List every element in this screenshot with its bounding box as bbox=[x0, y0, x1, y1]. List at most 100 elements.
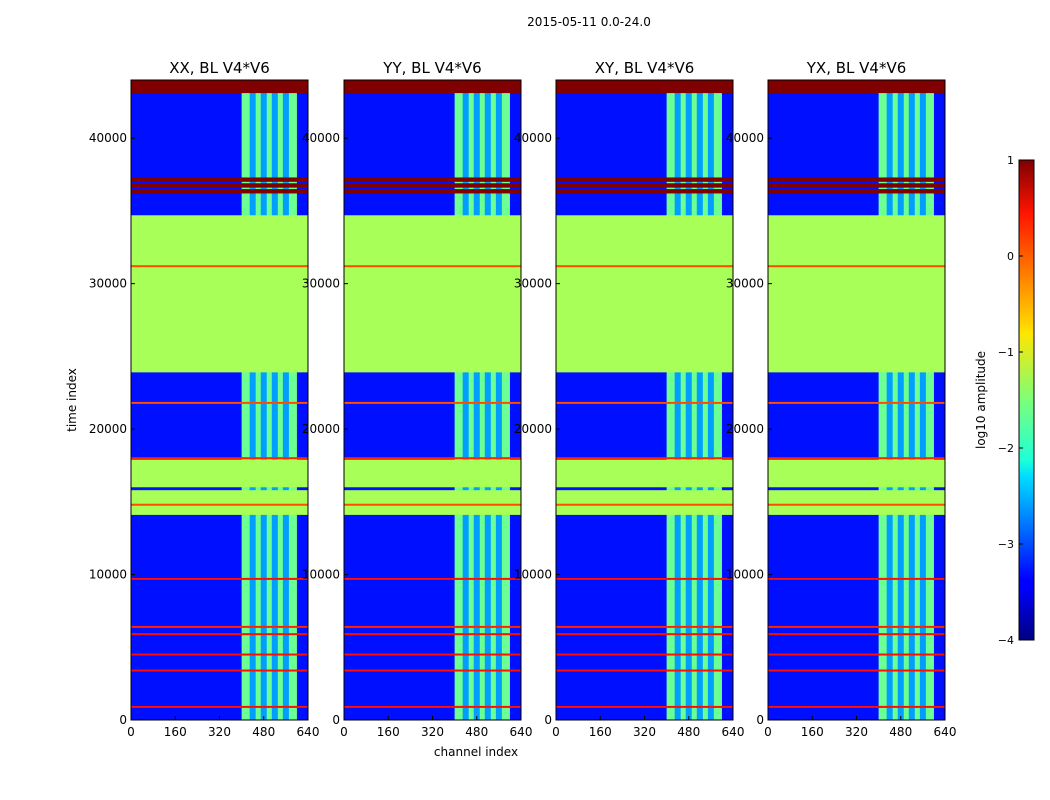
y-tick-label: 20000 bbox=[514, 422, 552, 436]
flag-line bbox=[344, 457, 521, 460]
channel-gap bbox=[696, 80, 703, 720]
panel-title: YX, BL V4*V6 bbox=[806, 59, 907, 77]
y-tick-label: 20000 bbox=[726, 422, 764, 436]
channel-gap bbox=[707, 80, 714, 720]
colorbar-tick-label: 0 bbox=[1007, 250, 1014, 263]
time-band bbox=[768, 189, 945, 194]
channel-gap bbox=[260, 80, 267, 720]
time-band bbox=[131, 80, 308, 94]
y-tick-label: 10000 bbox=[302, 568, 340, 582]
time-band bbox=[131, 490, 308, 515]
x-tick-label: 0 bbox=[764, 725, 772, 739]
x-tick-label: 480 bbox=[465, 725, 488, 739]
x-axis-label: channel index bbox=[434, 745, 518, 759]
x-tick-label: 480 bbox=[252, 725, 275, 739]
flag-line bbox=[131, 457, 308, 460]
channel-gap bbox=[908, 80, 915, 720]
y-tick-label: 40000 bbox=[89, 131, 127, 145]
flag-line bbox=[344, 577, 521, 580]
flag-line bbox=[556, 705, 733, 708]
channel-gap bbox=[919, 80, 926, 720]
time-band bbox=[556, 215, 733, 373]
x-tick-label: 640 bbox=[297, 725, 320, 739]
figure-title: 2015-05-11 0.0-24.0 bbox=[527, 15, 651, 29]
time-band bbox=[556, 183, 733, 188]
channel-gap bbox=[897, 80, 904, 720]
flag-line bbox=[131, 633, 308, 636]
flag-line bbox=[556, 577, 733, 580]
x-tick-label: 480 bbox=[889, 725, 912, 739]
x-tick-label: 160 bbox=[589, 725, 612, 739]
y-axis-label: time index bbox=[65, 368, 79, 432]
panel-3: YX, BL V4*V6 0 160 320 480 640 0 10000 20000 3000… bbox=[726, 59, 957, 739]
time-band bbox=[131, 183, 308, 188]
flag-line bbox=[344, 705, 521, 708]
channel-gap bbox=[473, 80, 480, 720]
flag-line bbox=[344, 633, 521, 636]
time-band bbox=[344, 189, 521, 194]
flag-line bbox=[556, 457, 733, 460]
channel-gap bbox=[462, 80, 469, 720]
flag-line bbox=[768, 265, 945, 268]
flag-line bbox=[344, 653, 521, 656]
colorbar-tick-label: 1 bbox=[1007, 154, 1014, 167]
flag-line bbox=[344, 669, 521, 672]
colorbar-tick-label: −3 bbox=[998, 538, 1014, 551]
y-tick-label: 0 bbox=[544, 713, 552, 727]
time-band bbox=[344, 183, 521, 188]
x-tick-label: 160 bbox=[801, 725, 824, 739]
flag-line bbox=[131, 625, 308, 628]
panel-1: YY, BL V4*V6 0 160 320 480 640 0 10000 20000 3000… bbox=[302, 59, 533, 739]
y-tick-label: 40000 bbox=[514, 131, 552, 145]
panel-title: XY, BL V4*V6 bbox=[595, 59, 695, 77]
time-band bbox=[131, 189, 308, 194]
flag-line bbox=[131, 265, 308, 268]
time-band bbox=[768, 80, 945, 94]
time-band bbox=[556, 177, 733, 182]
panel-2: XY, BL V4*V6 0 160 320 480 640 0 10000 20000 3000… bbox=[514, 59, 745, 739]
time-band bbox=[768, 177, 945, 182]
x-tick-label: 0 bbox=[552, 725, 560, 739]
flag-line bbox=[768, 503, 945, 506]
flag-line bbox=[768, 669, 945, 672]
y-tick-label: 10000 bbox=[514, 568, 552, 582]
channel-gap bbox=[282, 80, 289, 720]
flag-line bbox=[768, 653, 945, 656]
y-tick-label: 40000 bbox=[726, 131, 764, 145]
flag-line bbox=[131, 401, 308, 404]
flag-line bbox=[131, 653, 308, 656]
time-band bbox=[344, 177, 521, 182]
y-tick-label: 40000 bbox=[302, 131, 340, 145]
y-tick-label: 30000 bbox=[726, 277, 764, 291]
x-tick-label: 320 bbox=[633, 725, 656, 739]
x-tick-label: 320 bbox=[421, 725, 444, 739]
time-band bbox=[556, 490, 733, 515]
flag-line bbox=[344, 503, 521, 506]
flag-line bbox=[556, 633, 733, 636]
x-tick-label: 640 bbox=[722, 725, 745, 739]
flag-line bbox=[768, 633, 945, 636]
channel-gap bbox=[249, 80, 256, 720]
time-band bbox=[556, 189, 733, 194]
flag-line bbox=[131, 503, 308, 506]
x-tick-label: 320 bbox=[208, 725, 231, 739]
y-tick-label: 0 bbox=[756, 713, 764, 727]
time-band bbox=[556, 80, 733, 94]
colorbar-tick-label: −4 bbox=[998, 634, 1014, 647]
flag-line bbox=[768, 401, 945, 404]
flag-line bbox=[556, 265, 733, 268]
y-tick-label: 30000 bbox=[302, 277, 340, 291]
panels-group: XX, BL V4*V6 0 160 320 480 640 0 10000 20000 3000… bbox=[89, 59, 957, 739]
time-band bbox=[768, 215, 945, 373]
x-tick-label: 0 bbox=[127, 725, 135, 739]
flag-line bbox=[344, 401, 521, 404]
time-band bbox=[768, 490, 945, 515]
channel-gap bbox=[685, 80, 692, 720]
x-tick-label: 160 bbox=[164, 725, 187, 739]
y-tick-label: 10000 bbox=[89, 568, 127, 582]
time-band bbox=[344, 80, 521, 94]
time-band bbox=[344, 459, 521, 488]
flag-line bbox=[556, 653, 733, 656]
flag-line bbox=[131, 705, 308, 708]
